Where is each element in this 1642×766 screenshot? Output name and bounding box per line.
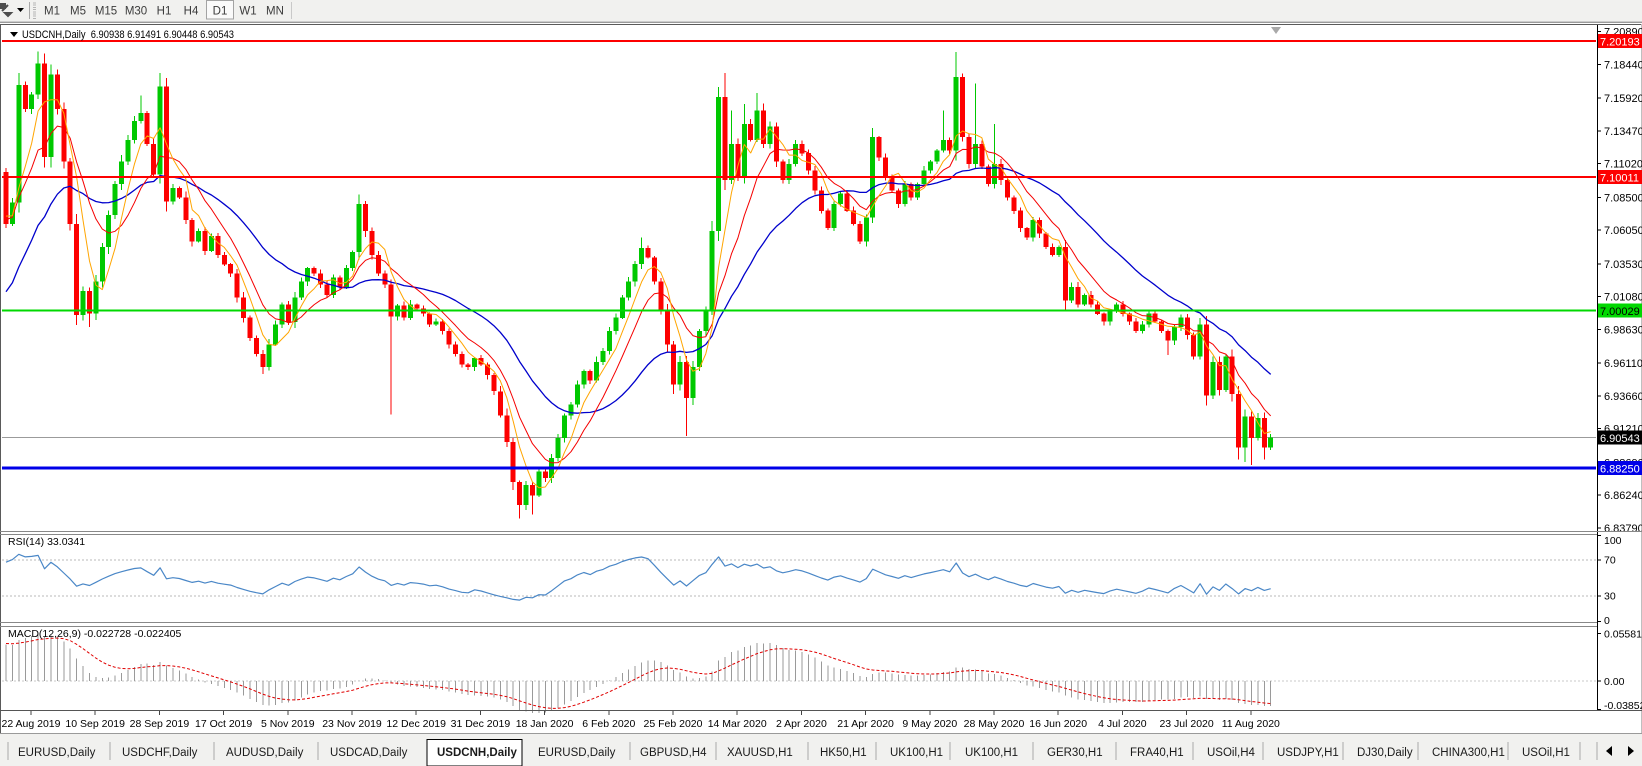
svg-text:22 Aug 2019: 22 Aug 2019: [2, 718, 61, 730]
svg-text:CHINA300,H1: CHINA300,H1: [1432, 747, 1505, 759]
svg-text:DJ30,Daily: DJ30,Daily: [1357, 747, 1413, 759]
svg-text:M5: M5: [70, 6, 86, 18]
svg-text:H4: H4: [184, 6, 199, 18]
svg-text:10 Sep 2019: 10 Sep 2019: [65, 718, 125, 730]
svg-text:-0.038524: -0.038524: [1604, 700, 1642, 712]
svg-text:7.10011: 7.10011: [1600, 173, 1639, 185]
svg-text:17 Oct 2019: 17 Oct 2019: [195, 718, 252, 730]
svg-text:12 Dec 2019: 12 Dec 2019: [386, 718, 446, 730]
svg-text:25 Feb 2020: 25 Feb 2020: [644, 718, 703, 730]
svg-text:6.90543: 6.90543: [1600, 433, 1640, 445]
svg-text:XAUUSD,H1: XAUUSD,H1: [727, 747, 793, 759]
svg-text:USDCHF,Daily: USDCHF,Daily: [122, 747, 198, 759]
svg-text:23 Jul 2020: 23 Jul 2020: [1159, 718, 1213, 730]
svg-text:M1: M1: [44, 6, 60, 18]
svg-text:H1: H1: [157, 6, 172, 18]
svg-text:7.00029: 7.00029: [1600, 306, 1640, 318]
svg-text:0: 0: [1604, 615, 1610, 627]
svg-text:28 May 2020: 28 May 2020: [964, 718, 1025, 730]
svg-text:11 Aug 2020: 11 Aug 2020: [1222, 718, 1280, 730]
svg-text:MACD(12,26,9) -0.022728 -0.022: MACD(12,26,9) -0.022728 -0.022405: [8, 628, 182, 640]
svg-text:USDCAD,Daily: USDCAD,Daily: [330, 747, 408, 759]
svg-text:7.06050: 7.06050: [1604, 225, 1642, 237]
svg-text:6 Feb 2020: 6 Feb 2020: [582, 718, 635, 730]
svg-text:EURUSD,Daily: EURUSD,Daily: [538, 747, 616, 759]
svg-text:FRA40,H1: FRA40,H1: [1130, 747, 1184, 759]
svg-text:23 Nov 2019: 23 Nov 2019: [322, 718, 382, 730]
svg-text:UK100,H1: UK100,H1: [965, 747, 1018, 759]
svg-text:GER30,H1: GER30,H1: [1047, 747, 1103, 759]
svg-text:21 Apr 2020: 21 Apr 2020: [837, 718, 894, 730]
svg-text:MN: MN: [266, 6, 284, 18]
svg-text:7.18440: 7.18440: [1604, 59, 1642, 71]
svg-text:M15: M15: [95, 6, 117, 18]
svg-text:100: 100: [1604, 535, 1622, 547]
svg-text:UK100,H1: UK100,H1: [890, 747, 943, 759]
svg-text:6.88250: 6.88250: [1600, 464, 1640, 476]
svg-text:2 Apr 2020: 2 Apr 2020: [776, 718, 827, 730]
svg-text:9 May 2020: 9 May 2020: [902, 718, 957, 730]
svg-text:0.05581: 0.05581: [1604, 629, 1642, 641]
svg-text:5 Nov 2019: 5 Nov 2019: [261, 718, 315, 730]
svg-text:6.83790: 6.83790: [1604, 523, 1642, 535]
svg-text:EURUSD,Daily: EURUSD,Daily: [18, 747, 96, 759]
svg-text:70: 70: [1604, 555, 1616, 567]
svg-text:W1: W1: [239, 6, 256, 18]
svg-text:7.01080: 7.01080: [1604, 292, 1642, 304]
svg-text:16 Jun 2020: 16 Jun 2020: [1029, 718, 1087, 730]
svg-text:M30: M30: [125, 6, 147, 18]
svg-text:6.96110: 6.96110: [1604, 358, 1642, 370]
svg-text:14 Mar 2020: 14 Mar 2020: [708, 718, 767, 730]
svg-text:USOil,H1: USOil,H1: [1522, 747, 1570, 759]
svg-text:HK50,H1: HK50,H1: [820, 747, 867, 759]
svg-text:GBPUSD,H4: GBPUSD,H4: [640, 747, 707, 759]
svg-text:30: 30: [1604, 591, 1616, 603]
svg-text:7.15920: 7.15920: [1604, 93, 1642, 105]
svg-text:USDCNH,Daily 6.90938 6.91491: USDCNH,Daily 6.90938 6.91491 6.90448 6.9…: [22, 29, 234, 41]
svg-text:D1: D1: [213, 6, 228, 18]
svg-text:RSI(14) 33.0341: RSI(14) 33.0341: [8, 536, 85, 548]
svg-text:6.93660: 6.93660: [1604, 391, 1642, 403]
svg-text:7.13470: 7.13470: [1604, 126, 1642, 138]
svg-text:18 Jan 2020: 18 Jan 2020: [516, 718, 574, 730]
svg-text:7.08500: 7.08500: [1604, 192, 1642, 204]
svg-text:4 Jul 2020: 4 Jul 2020: [1098, 718, 1147, 730]
svg-text:7.11020: 7.11020: [1604, 159, 1642, 171]
svg-text:28 Sep 2019: 28 Sep 2019: [130, 718, 190, 730]
svg-text:USDJPY,H1: USDJPY,H1: [1277, 747, 1339, 759]
svg-text:6.86240: 6.86240: [1604, 490, 1642, 502]
svg-text:USDCNH,Daily: USDCNH,Daily: [437, 747, 517, 759]
svg-text:7.03530: 7.03530: [1604, 259, 1642, 271]
svg-text:USOil,H4: USOil,H4: [1207, 747, 1256, 759]
svg-text:31 Dec 2019: 31 Dec 2019: [451, 718, 511, 730]
svg-text:0.00: 0.00: [1604, 676, 1625, 688]
svg-text:AUDUSD,Daily: AUDUSD,Daily: [226, 747, 304, 759]
svg-text:7.20193: 7.20193: [1600, 37, 1640, 49]
svg-text:6.98630: 6.98630: [1604, 324, 1642, 336]
